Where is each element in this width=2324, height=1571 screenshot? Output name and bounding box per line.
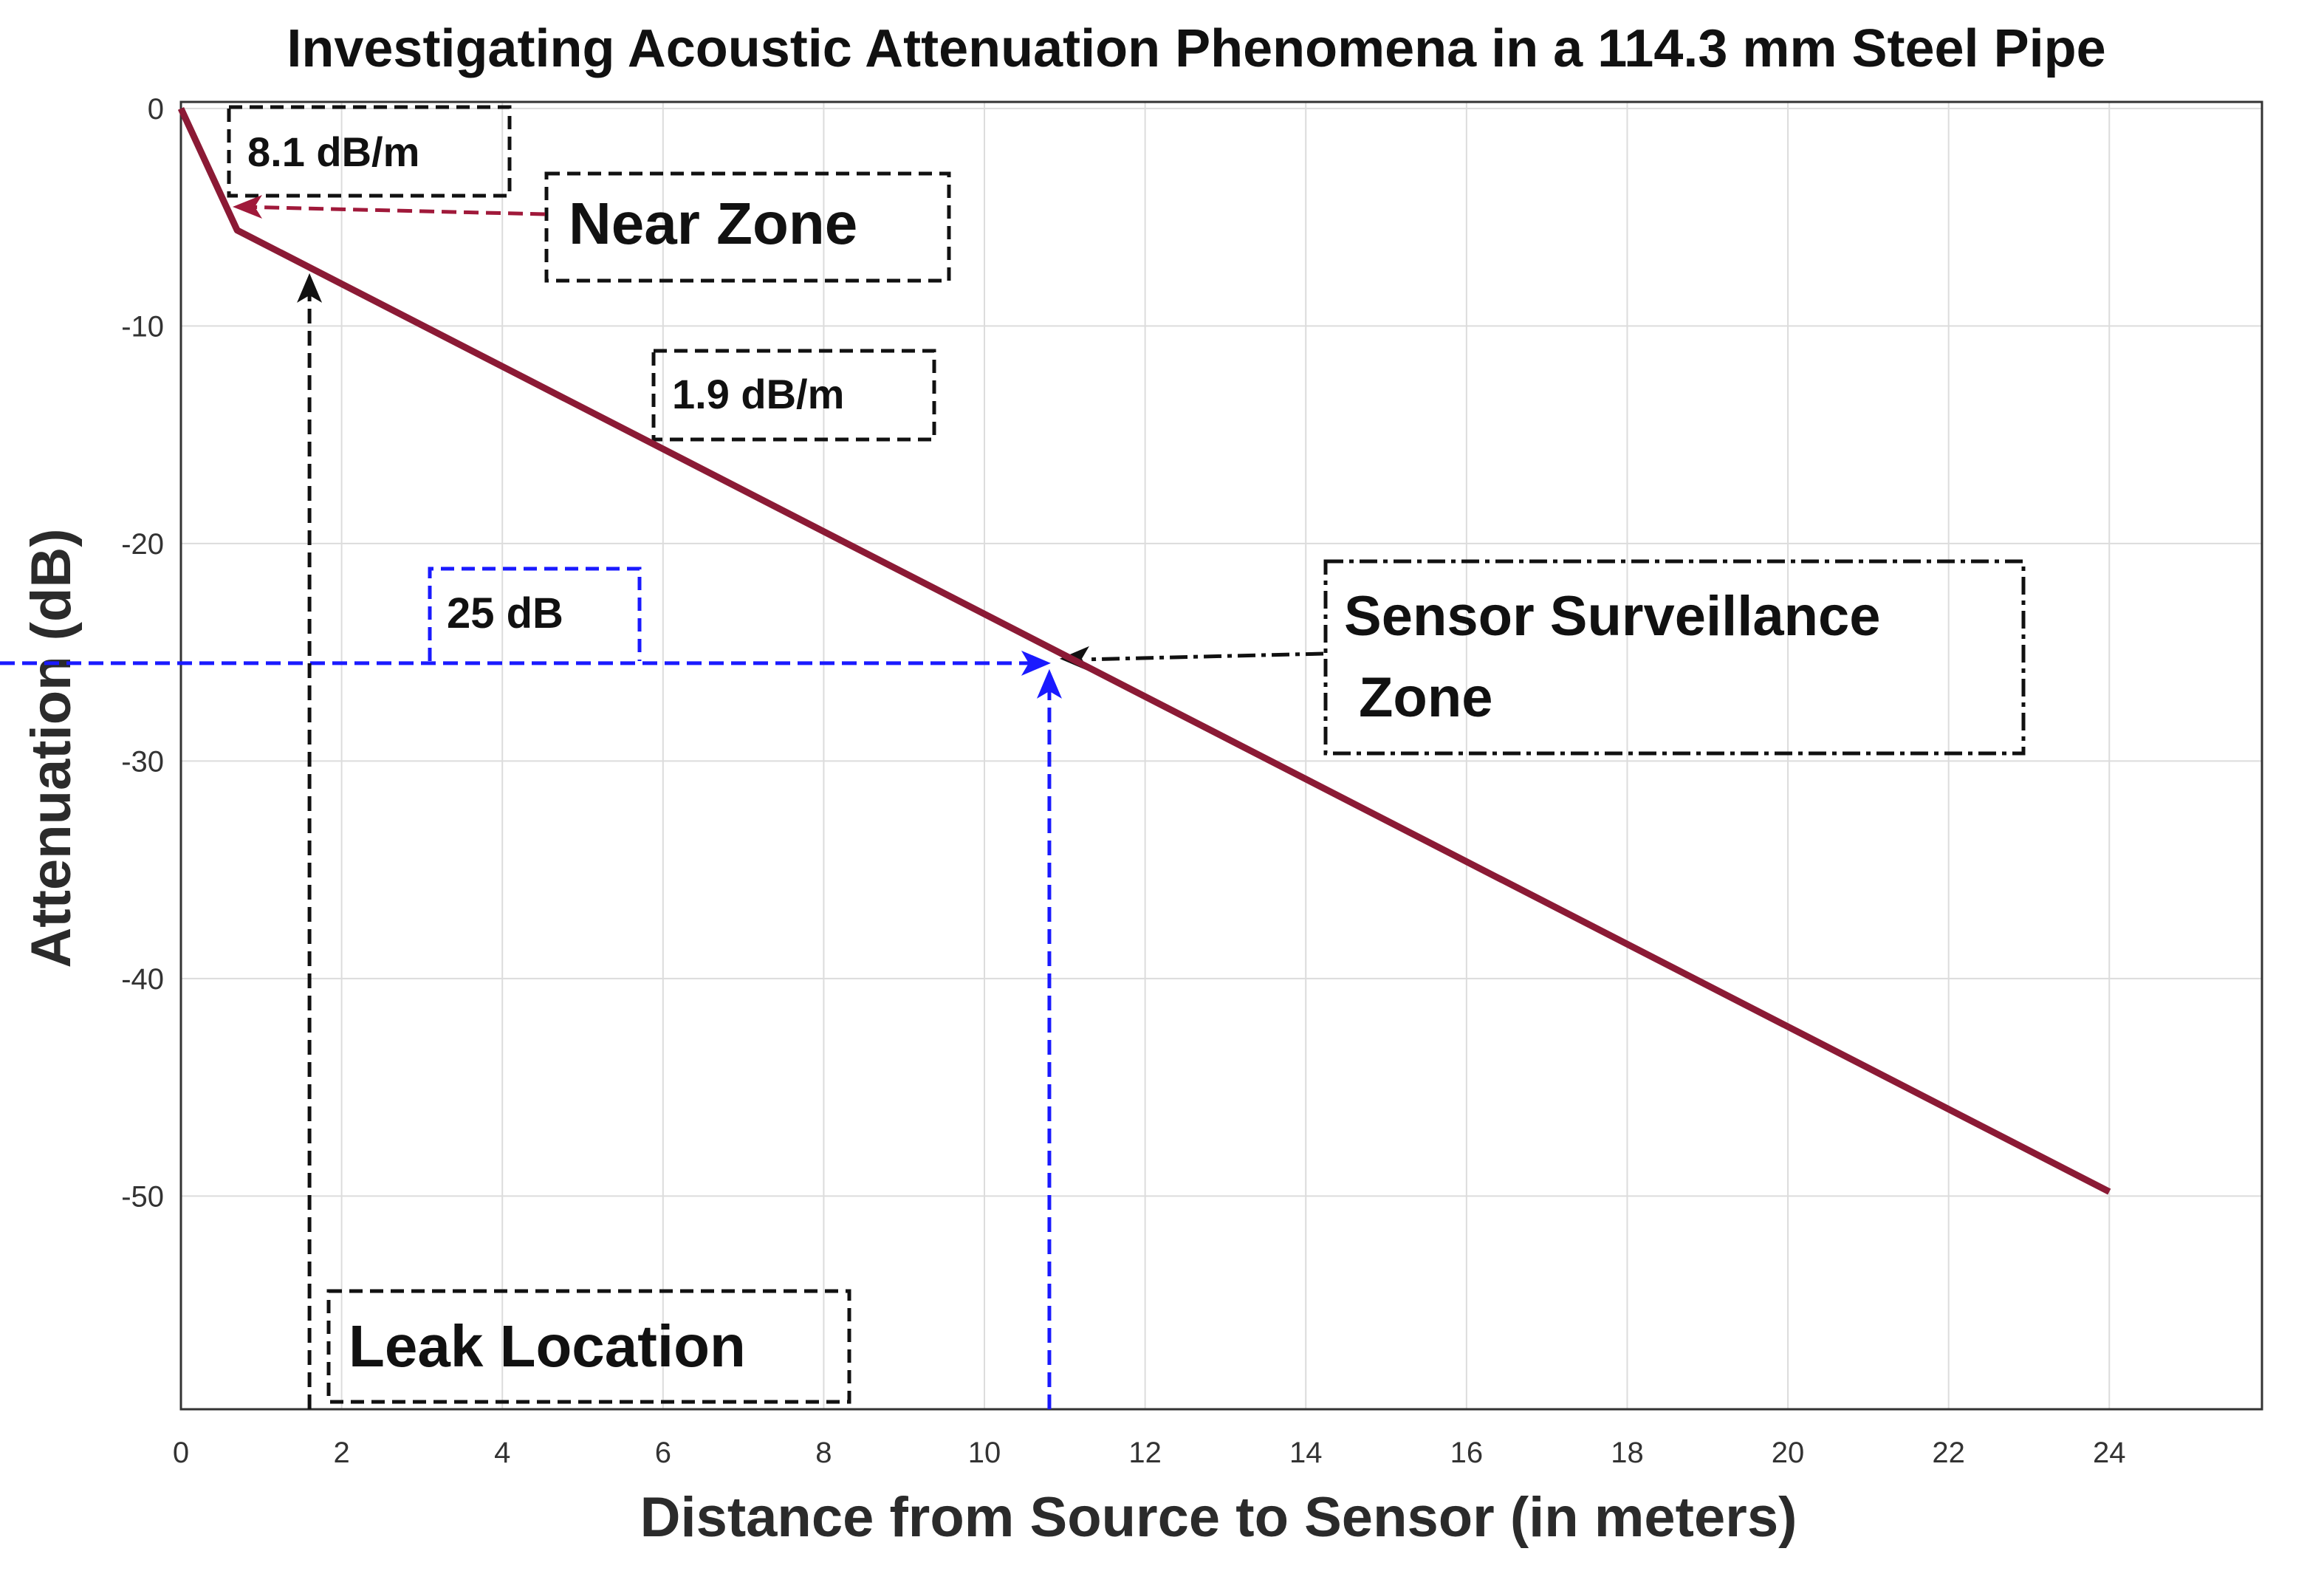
leak-box: [326, 1289, 851, 1404]
surveillance-box: [1323, 559, 2026, 756]
grid-lines: [180, 102, 2262, 1409]
x-tick-labels: 0 2 4 6 8 10 12 14 16 18 20 22 24: [173, 1437, 2126, 1469]
y-tick-label: 0: [148, 93, 164, 126]
threshold-bracket: [428, 567, 642, 661]
y-tick-labels: 0 -10 -20 -30 -40 -50: [121, 93, 164, 1214]
y-tick-label: -30: [121, 745, 164, 778]
y-tick-label: -20: [121, 528, 164, 561]
leak-arrow-head: [297, 273, 323, 303]
plot-area-frame: [179, 100, 2263, 1411]
x-tick-label: 24: [2093, 1437, 2126, 1469]
attenuation-line: [177, 106, 2111, 1195]
y-tick-label: -40: [121, 963, 164, 996]
x-tick-label: 2: [333, 1437, 349, 1469]
x-tick-label: 6: [655, 1437, 671, 1469]
x-tick-label: 8: [815, 1437, 832, 1469]
far-slope-label: 1.9 dB/m: [672, 371, 844, 417]
y-axis-label: Attenuation (dB): [20, 528, 83, 968]
near-zone-arrow-head: [233, 195, 262, 219]
x-tick-label: 10: [968, 1437, 1001, 1469]
x-tick-label: 18: [1611, 1437, 1644, 1469]
threshold-label: 25 dB: [447, 589, 563, 637]
x-tick-label: 0: [173, 1437, 189, 1469]
surveillance-label-line1: Sensor Surveillance: [1344, 585, 1881, 648]
x-tick-label: 16: [1450, 1437, 1484, 1469]
near-zone-arrow: [239, 205, 546, 216]
surveillance-label-line2: Zone: [1359, 666, 1493, 729]
y-tick-label: -50: [121, 1180, 164, 1213]
surveillance-arrow: [1086, 651, 1324, 662]
x-tick-label: 4: [494, 1437, 510, 1469]
series: [177, 106, 2111, 1195]
leak-label: Leak Location: [349, 1313, 746, 1379]
x-tick-label: 20: [1772, 1437, 1805, 1469]
far-slope-box: [651, 349, 936, 442]
chart-title: Investigating Acoustic Attenuation Pheno…: [287, 19, 2105, 78]
x-tick-label: 12: [1128, 1437, 1162, 1469]
near-zone-label: Near Zone: [569, 191, 857, 256]
threshold-vertical-arrow-head: [1036, 668, 1062, 699]
x-axis-label: Distance from Source to Sensor (in meter…: [640, 1486, 1797, 1549]
near-zone-box: [544, 171, 951, 283]
near-slope-label: 8.1 dB/m: [247, 129, 419, 175]
x-tick-label: 14: [1289, 1437, 1323, 1469]
y-tick-label: -10: [121, 310, 164, 343]
threshold-horizontal-arrow-head: [1021, 650, 1051, 676]
x-tick-label: 22: [1932, 1437, 1965, 1469]
near-slope-box: [227, 105, 512, 198]
annotations: 8.1 dB/m Near Zone 1.9 dB/m 25 dB Sensor…: [0, 105, 2026, 1409]
